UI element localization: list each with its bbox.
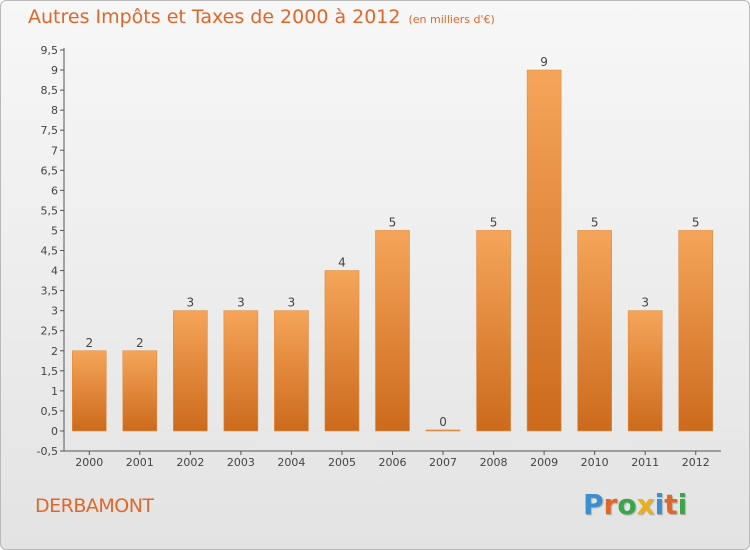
x-tick-label-2012: 2012 [682, 456, 710, 469]
bar-2009 [526, 69, 562, 432]
bar-2001 [122, 350, 158, 432]
x-tick-label-2003: 2003 [227, 456, 255, 469]
logo-letter: i [677, 488, 688, 521]
y-tick-label: 6,5 [41, 164, 59, 177]
x-tick-label-2007: 2007 [429, 456, 457, 469]
y-tick-label: 3,5 [41, 285, 59, 298]
bar-2008 [476, 230, 511, 432]
bar-2003 [223, 310, 259, 432]
x-tick-label-2011: 2011 [631, 456, 659, 469]
chart-subtitle: (en milliers d'€) [408, 13, 495, 26]
y-tick-label: 2,5 [41, 325, 59, 338]
proxiti-logo: Proxiti [583, 488, 687, 521]
data-label-2010: 5 [591, 215, 599, 229]
y-tick-label: -0,5 [37, 445, 58, 458]
y-tick-label: 0,5 [41, 405, 59, 418]
bar-2005 [324, 270, 360, 432]
logo-letter: i [654, 488, 665, 521]
data-label-2005: 4 [338, 256, 346, 270]
y-tick-label: 3 [51, 305, 58, 318]
logo-letter: r [603, 488, 618, 521]
x-tick-label-2002: 2002 [176, 456, 204, 469]
x-tick-label-2010: 2010 [581, 456, 609, 469]
data-label-2004: 3 [288, 296, 296, 310]
data-label-2002: 3 [187, 296, 195, 310]
bar-2006 [375, 230, 410, 432]
bar-2011 [627, 310, 663, 432]
y-tick-label: 5 [51, 224, 58, 237]
bar-2010 [577, 230, 612, 432]
bar-2004 [274, 310, 309, 432]
y-tick-label: 1 [51, 385, 58, 398]
data-label-2011: 3 [641, 296, 649, 310]
x-tick-label-2006: 2006 [379, 456, 407, 469]
y-tick-label: 9 [51, 64, 58, 77]
bar-2000 [71, 350, 107, 432]
logo-letter: x [636, 488, 655, 521]
x-tick-label-2001: 2001 [126, 456, 154, 469]
y-tick-label: 2 [51, 345, 58, 358]
y-tick-label: 7,5 [41, 124, 59, 137]
y-tick-label: 9,5 [41, 44, 59, 57]
x-tick-label-2008: 2008 [480, 456, 508, 469]
y-tick-label: 6 [51, 184, 58, 197]
y-tick-label: 8,5 [41, 84, 59, 97]
y-tick-label: 4 [51, 265, 58, 278]
y-tick-label: 4,5 [41, 245, 59, 258]
data-label-2006: 5 [389, 215, 397, 229]
logo-letter: o [617, 488, 637, 521]
chart-title-text: Autres Impôts et Taxes de 2000 à 2012 [28, 6, 401, 28]
x-tick-label-2000: 2000 [75, 456, 103, 469]
logo-letter: t [664, 488, 678, 521]
data-label-2000: 2 [85, 336, 93, 350]
y-tick-label: 5,5 [41, 204, 59, 217]
logo-letter: P [583, 488, 604, 521]
data-label-2003: 3 [237, 296, 245, 310]
data-label-2008: 5 [490, 215, 498, 229]
data-label-2009: 9 [540, 55, 548, 69]
x-tick-label-2004: 2004 [277, 456, 305, 469]
y-tick-label: 0 [51, 425, 58, 438]
data-label-2007: 0 [439, 415, 447, 429]
commune-name: DERBAMONT [35, 495, 154, 517]
bar-2007 [425, 429, 461, 432]
data-label-2012: 5 [692, 215, 700, 229]
chart-title: Autres Impôts et Taxes de 2000 à 2012 (en… [28, 6, 495, 28]
bar-2002 [173, 310, 208, 432]
y-tick-label: 8 [51, 104, 58, 117]
y-tick-label: 1,5 [41, 365, 59, 378]
bar-2012 [678, 230, 714, 432]
y-tick-label: 7 [51, 144, 58, 157]
x-tick-label-2009: 2009 [530, 456, 558, 469]
data-label-2001: 2 [136, 336, 144, 350]
x-tick-label-2005: 2005 [328, 456, 356, 469]
